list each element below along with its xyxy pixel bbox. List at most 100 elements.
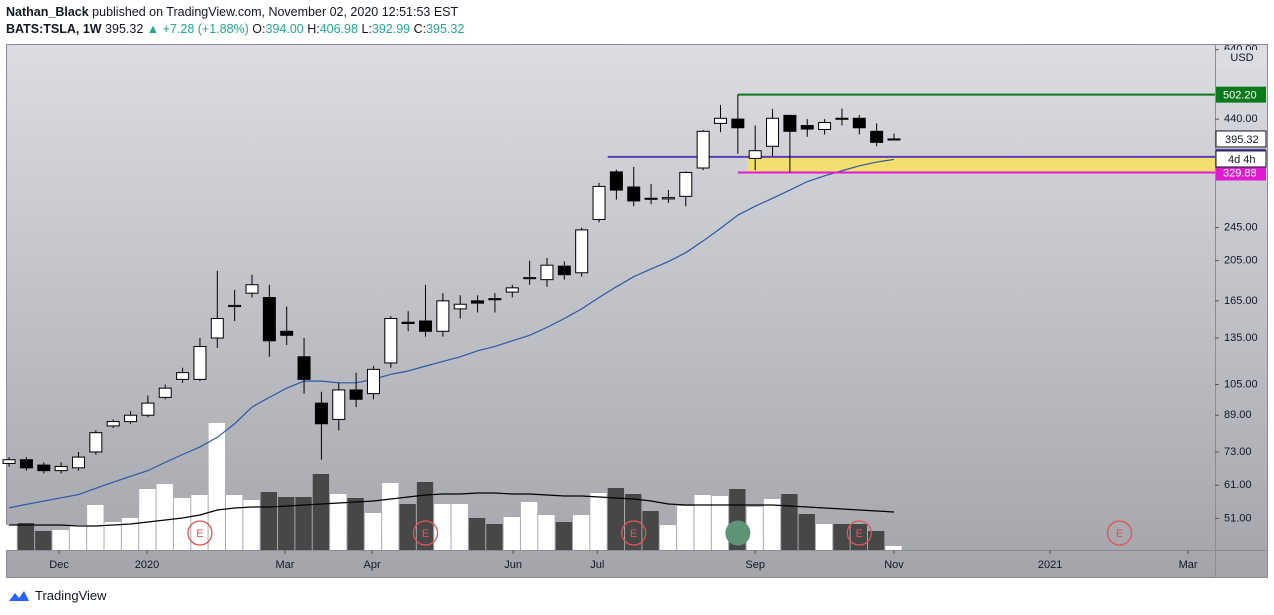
candle-body: [818, 122, 832, 131]
volume-bar: [104, 522, 121, 550]
candle-body: [228, 304, 242, 308]
brand[interactable]: TradingView: [35, 588, 107, 603]
event-label: E: [630, 528, 637, 540]
candle-body: [835, 117, 849, 120]
level-box: [1216, 86, 1266, 103]
candle-body: [419, 320, 433, 332]
candle-body: [575, 229, 589, 274]
volume-bar: [173, 498, 191, 550]
currency-box: [1218, 50, 1266, 66]
x-tick-label: Mar: [275, 559, 294, 571]
volume-bar: [451, 504, 468, 550]
footer: TradingView: [8, 588, 107, 603]
change: ▲ +7.28 (+1.88%): [146, 22, 249, 36]
candle-body: [609, 171, 623, 191]
y-tick-label: 205.00: [1224, 255, 1258, 267]
candle-body: [2, 459, 16, 464]
candle-body: [124, 414, 138, 423]
volume-bar: [87, 505, 104, 550]
x-tick-label: Jul: [590, 559, 604, 571]
volume-bar: [312, 474, 330, 550]
y-tick-label: 105.00: [1224, 378, 1258, 390]
x-tick-label: Mar: [1179, 559, 1198, 571]
candle-body: [505, 287, 519, 293]
candle-body: [557, 265, 571, 276]
candle-body: [349, 389, 363, 400]
volume-bar: [625, 494, 642, 550]
volume-bar: [382, 483, 399, 550]
candle-body: [887, 138, 901, 141]
volume-bar: [867, 531, 885, 550]
volume-bar: [763, 499, 781, 550]
y-tick-label: 89.00: [1224, 409, 1252, 421]
level-label: 329.88: [1223, 167, 1257, 179]
volume-bar: [399, 504, 416, 550]
candle-body: [523, 277, 537, 280]
candle-body: [679, 171, 693, 197]
moving-average: [8, 158, 895, 509]
candle-body: [297, 356, 311, 380]
candle-body: [245, 284, 259, 294]
event-label: E: [1116, 528, 1123, 540]
candle-body: [401, 321, 415, 325]
volume-bar: [121, 518, 139, 550]
candle-body: [366, 368, 380, 395]
ohlc-label: O:: [252, 22, 266, 36]
event-marker: [846, 520, 872, 546]
volume-bar: [711, 496, 729, 550]
volume-bar: [225, 495, 243, 550]
candle-body: [766, 117, 780, 147]
volume-bar: [243, 500, 260, 550]
volume-bar: [503, 517, 520, 550]
event-marker: [187, 520, 213, 546]
candle-body: [713, 117, 727, 124]
volume-bar: [434, 504, 451, 550]
candle-body: [488, 298, 502, 301]
x-tick-label: Jun: [504, 559, 522, 571]
candle-body: [696, 130, 710, 169]
ohlc-c: C:395.32: [414, 22, 465, 36]
candle-body: [592, 185, 606, 220]
volume-bar: [295, 497, 312, 550]
ohlc-value: 392.99: [371, 22, 411, 36]
volume-bar: [885, 546, 902, 550]
zone: [747, 156, 1215, 173]
volume-bar: [208, 423, 225, 550]
symbol-line: BATS:TSLA, 1W 395.32 ▲ +7.28 (+1.88%) O:…: [6, 22, 464, 36]
candle-body: [158, 387, 172, 398]
candle-body: [540, 264, 554, 281]
volume-bar: [69, 525, 87, 550]
ohlc-label: L:: [361, 22, 372, 36]
candle-body: [627, 186, 641, 202]
publish-line: Nathan_Black published on TradingView.co…: [6, 5, 458, 19]
candle-body: [783, 114, 797, 132]
volume-bar: [260, 492, 278, 550]
ohlc-h: H:406.98: [307, 22, 358, 36]
volume-bar: [677, 506, 694, 550]
volume-bar: [17, 523, 35, 550]
volume-bar: [52, 530, 69, 550]
volume-bar: [815, 524, 833, 550]
volume-bar: [573, 515, 590, 550]
logo: [9, 590, 29, 601]
candle-body: [54, 465, 68, 472]
volume-bar: [694, 495, 711, 550]
ohlc-l: L:392.99: [361, 22, 410, 36]
volume-bar: [798, 514, 815, 550]
countdown-box: [1215, 150, 1267, 168]
volume-bar: [590, 493, 607, 550]
level-box: [1216, 164, 1266, 181]
x-tick-label: Sep: [745, 559, 765, 571]
volume-bar: [468, 518, 486, 550]
volume-bar: [191, 495, 208, 550]
candle-body: [262, 297, 276, 342]
countdown: 4d 4h: [1228, 154, 1256, 166]
candle-body: [280, 330, 294, 336]
volume-bar: [520, 502, 538, 550]
volume-bar: [347, 498, 364, 550]
candle-body: [37, 464, 51, 472]
author[interactable]: Nathan_Black: [6, 5, 89, 19]
volume-bar: [330, 494, 347, 550]
event-label: E: [422, 528, 429, 540]
